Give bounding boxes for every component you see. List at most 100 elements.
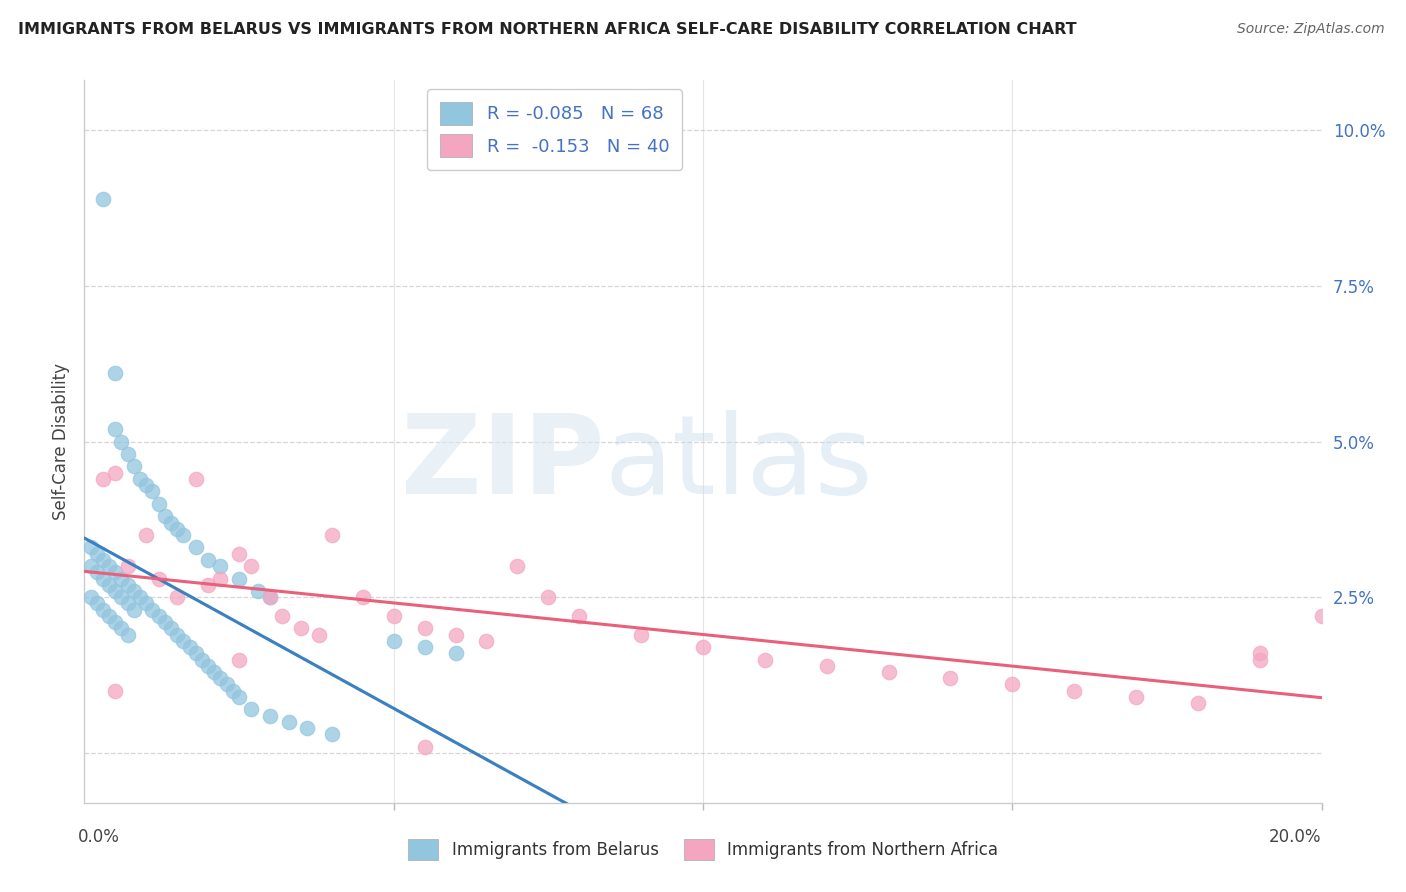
Point [222,683,245,698]
Point [209,559,232,574]
Point [160,516,183,530]
Point [91,192,114,206]
Point [110,572,132,586]
Point [202,665,225,679]
Text: Source: ZipAtlas.com: Source: ZipAtlas.com [1237,22,1385,37]
Point [122,584,145,599]
Point [104,683,127,698]
Legend: Immigrants from Belarus, Immigrants from Northern Africa: Immigrants from Belarus, Immigrants from… [402,832,1004,867]
Point [104,466,127,480]
Point [86,597,108,611]
Point [117,447,139,461]
Point [197,578,219,592]
Y-axis label: Self-Care Disability: Self-Care Disability [52,363,70,520]
Point [209,572,232,586]
Point [129,472,152,486]
Point [413,640,436,654]
Point [104,615,127,630]
Point [259,708,281,723]
Point [228,572,250,586]
Point [308,627,330,641]
Point [91,572,114,586]
Point [179,640,201,654]
Point [413,621,436,635]
Point [104,584,127,599]
Point [117,597,139,611]
Text: 20.0%: 20.0% [1270,828,1322,846]
Text: ZIP: ZIP [401,409,605,516]
Point [135,528,157,542]
Point [122,603,145,617]
Point [228,652,250,666]
Point [382,633,405,648]
Point [506,559,529,574]
Point [166,627,188,641]
Point [692,640,714,654]
Point [444,627,467,641]
Point [117,559,139,574]
Point [240,702,263,716]
Text: atlas: atlas [605,409,873,516]
Point [104,422,127,436]
Point [568,609,591,624]
Point [413,739,436,754]
Point [228,690,250,704]
Point [475,633,498,648]
Point [630,627,652,641]
Point [321,727,343,741]
Point [295,721,318,735]
Point [79,541,101,555]
Point [321,528,343,542]
Point [259,591,281,605]
Point [240,559,263,574]
Point [877,665,900,679]
Point [277,714,299,729]
Point [228,547,250,561]
Point [1125,690,1147,704]
Point [141,603,163,617]
Point [91,553,114,567]
Point [110,621,132,635]
Point [1310,609,1333,624]
Point [141,484,163,499]
Point [129,591,152,605]
Point [197,553,219,567]
Text: IMMIGRANTS FROM BELARUS VS IMMIGRANTS FROM NORTHERN AFRICA SELF-CARE DISABILITY : IMMIGRANTS FROM BELARUS VS IMMIGRANTS FR… [18,22,1077,37]
Point [1063,683,1085,698]
Point [122,459,145,474]
Point [79,591,101,605]
Point [184,472,207,486]
Point [815,658,838,673]
Point [91,472,114,486]
Point [148,497,170,511]
Point [98,609,121,624]
Point [104,566,127,580]
Point [382,609,405,624]
Point [135,597,157,611]
Point [153,509,176,524]
Point [86,566,108,580]
Point [1249,646,1271,660]
Point [160,621,183,635]
Point [104,366,127,380]
Point [184,541,207,555]
Point [215,677,238,691]
Point [537,591,560,605]
Point [209,671,232,685]
Point [166,591,188,605]
Point [290,621,312,635]
Point [166,522,188,536]
Point [98,578,121,592]
Point [1249,652,1271,666]
Point [148,572,170,586]
Point [153,615,176,630]
Point [197,658,219,673]
Point [271,609,294,624]
Point [191,652,214,666]
Point [98,559,121,574]
Point [117,578,139,592]
Point [184,646,207,660]
Point [148,609,170,624]
Point [259,591,281,605]
Point [939,671,962,685]
